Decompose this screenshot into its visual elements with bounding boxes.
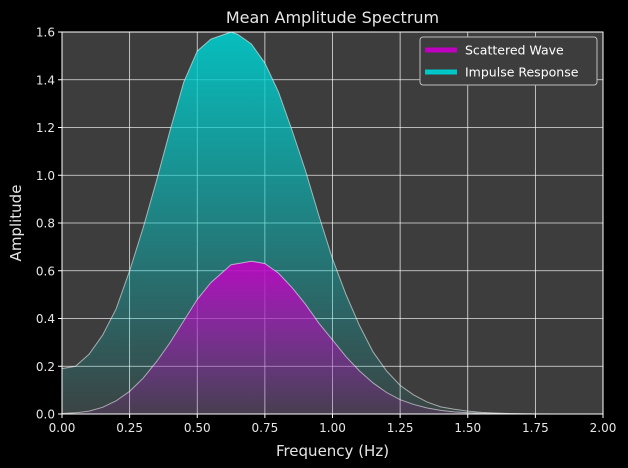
legend: Scattered Wave Impulse Response — [419, 36, 598, 86]
x-tick-label: 1.50 — [454, 421, 481, 435]
y-tick-label: 1.4 — [36, 73, 55, 87]
legend-label-scattered-wave: Scattered Wave — [465, 43, 564, 58]
y-tick-label: 1.2 — [36, 121, 55, 135]
x-tick-label: 0.75 — [252, 421, 279, 435]
chart-title: Mean Amplitude Spectrum — [226, 8, 439, 27]
area-line-impulse-response — [62, 32, 603, 414]
x-tick-label: 1.25 — [387, 421, 414, 435]
y-tick-label: 0.0 — [36, 408, 55, 422]
x-tick-label: 2.00 — [590, 421, 617, 435]
legend-box — [419, 36, 598, 86]
legend-label-impulse-response: Impulse Response — [465, 65, 579, 80]
x-tick-label: 0.00 — [49, 421, 76, 435]
y-tick-label: 0.8 — [36, 217, 55, 231]
area-series — [62, 32, 603, 414]
y-tick-label: 0.4 — [36, 312, 55, 326]
x-axis-ticks: 0.00 0.25 0.50 0.75 1.00 1.25 1.50 1.75 2.00 — [49, 414, 617, 435]
y-tick-label: 1.0 — [36, 169, 55, 183]
x-tick-label: 0.50 — [184, 421, 211, 435]
x-tick-label: 1.75 — [522, 421, 549, 435]
y-axis-ticks: 0.0 0.2 0.4 0.6 0.8 1.0 1.2 1.4 1.6 — [36, 26, 62, 422]
x-tick-label: 1.00 — [319, 421, 346, 435]
y-tick-label: 1.6 — [36, 26, 55, 40]
y-tick-label: 0.6 — [36, 264, 55, 278]
y-axis-label: Amplitude — [7, 185, 25, 262]
x-axis-label: Frequency (Hz) — [276, 442, 389, 460]
y-tick-label: 0.2 — [36, 360, 55, 374]
x-tick-label: 0.25 — [116, 421, 143, 435]
area-line-scattered-wave — [62, 260, 603, 414]
